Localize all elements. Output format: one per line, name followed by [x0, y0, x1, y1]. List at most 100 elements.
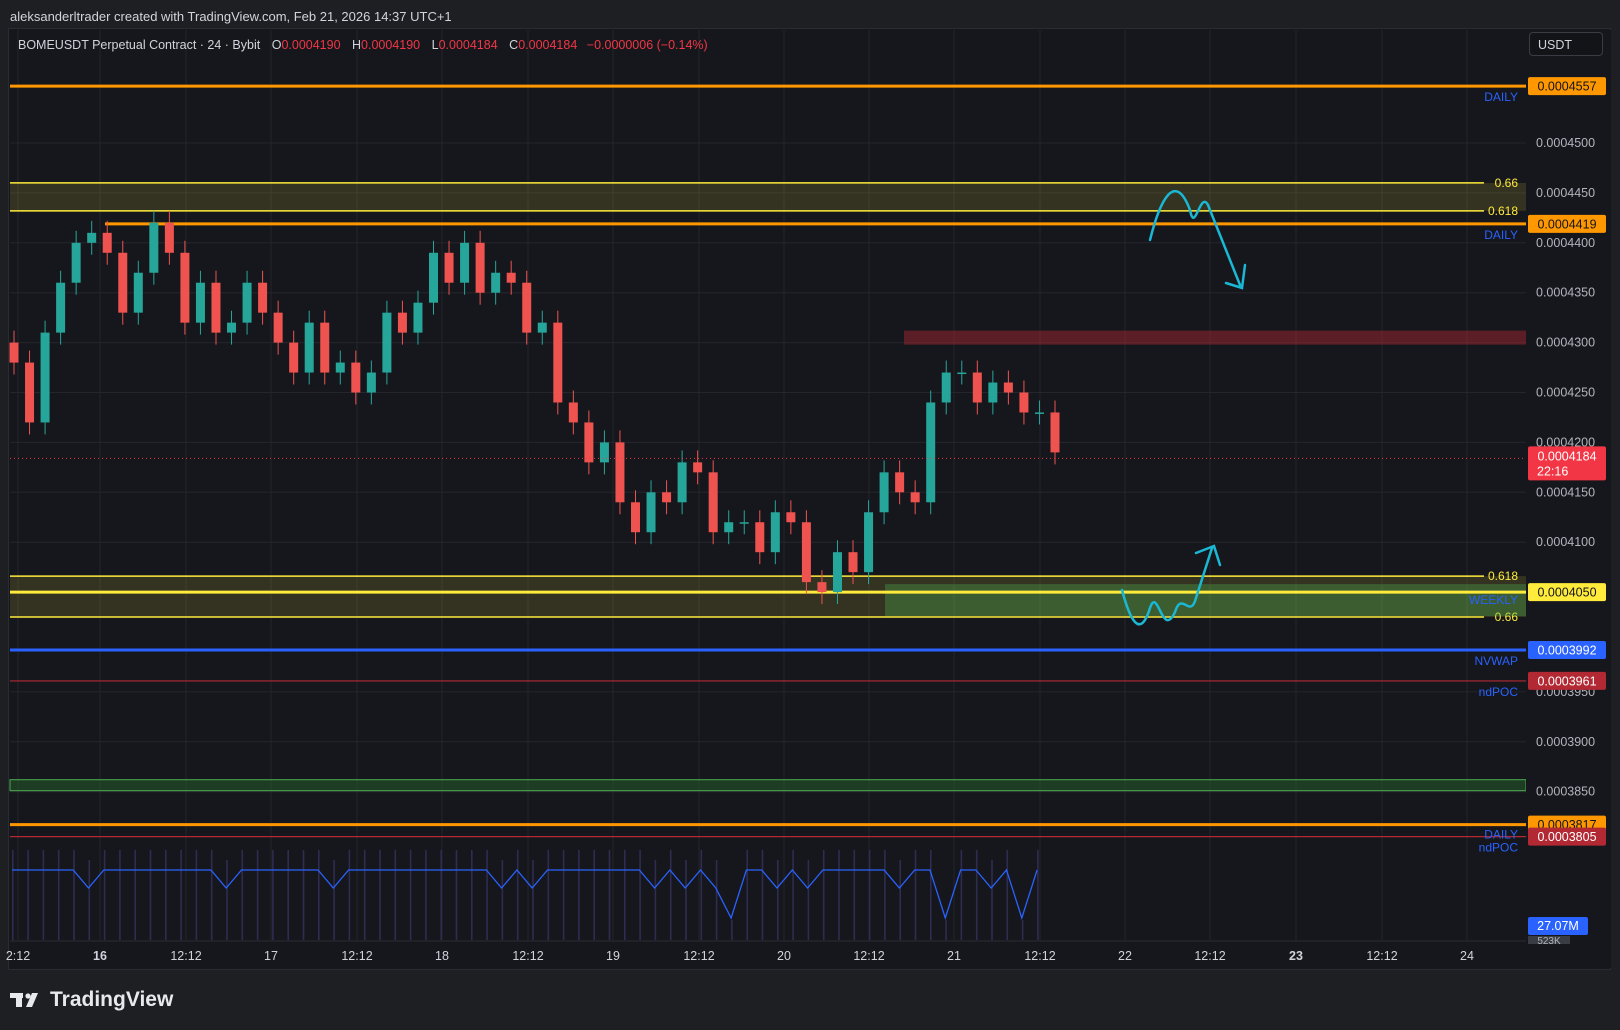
- volume-bar: [1037, 850, 1039, 940]
- volume-bar: [516, 850, 519, 940]
- volume-bar: [425, 850, 427, 940]
- volume-bar: [532, 860, 534, 940]
- currency-button[interactable]: USDT: [1529, 32, 1603, 56]
- price-tag-label: 0.0004557: [1537, 80, 1596, 94]
- volume-bar: [272, 850, 274, 940]
- candle-body: [195, 282, 205, 323]
- volume-bar: [134, 850, 136, 940]
- volume-bar: [226, 860, 228, 940]
- candle-body: [1003, 382, 1013, 393]
- symbol-title[interactable]: BOMEUSDT Perpetual Contract · 24 · Bybit: [18, 38, 261, 52]
- candle-body: [133, 272, 143, 313]
- candle-body: [211, 282, 221, 333]
- candle-body: [879, 472, 889, 513]
- volume-ma-tag-label: 523K: [1537, 936, 1561, 947]
- last-price-tag-bg: [1528, 446, 1606, 481]
- candle-body: [491, 272, 501, 293]
- candle-body: [910, 492, 920, 503]
- level-tag-label: DAILY: [1484, 90, 1518, 104]
- time-tick-label: 12:12: [683, 949, 714, 963]
- demand-box: [885, 584, 1526, 617]
- candle-body: [397, 312, 407, 333]
- volume-bar: [119, 850, 121, 940]
- candle-body: [25, 362, 35, 423]
- candle-body: [460, 242, 470, 283]
- price-tick-label: 0.0004350: [1536, 286, 1595, 300]
- candle-body: [817, 582, 827, 593]
- price-tag-bg: [1528, 827, 1606, 846]
- volume-bar: [807, 860, 810, 940]
- change-value: −0.0000006 (−0.14%): [586, 38, 708, 52]
- price-tag-label: 0.0004419: [1537, 217, 1596, 231]
- volume-bar: [256, 850, 259, 940]
- price-tick-label: 0.0004400: [1536, 236, 1595, 250]
- candle-body: [693, 462, 703, 473]
- volume-bar: [333, 860, 335, 940]
- price-tick-label: 0.0004450: [1536, 186, 1595, 200]
- volume-bar: [318, 850, 320, 940]
- volume-bar: [149, 850, 152, 940]
- candle-body: [584, 422, 594, 463]
- fib-level-label: 0.618: [1488, 204, 1518, 218]
- level-tag-label: ndPOC: [1479, 841, 1519, 855]
- high-label: H: [352, 38, 362, 52]
- candle-body: [87, 232, 97, 243]
- candle-body: [40, 332, 50, 423]
- volume-bar: [669, 850, 672, 940]
- candle-body: [926, 402, 936, 503]
- time-tick-label: 24: [1460, 949, 1474, 963]
- time-tick-label: 12:12: [853, 949, 884, 963]
- volume-bar: [471, 850, 473, 940]
- time-tick-label: 23: [1289, 949, 1303, 963]
- candle-body: [366, 372, 376, 393]
- support-path-arrow: [1120, 544, 1222, 626]
- level-tag-label: DAILY: [1484, 228, 1518, 242]
- volume-bar: [960, 850, 963, 940]
- candle-body: [864, 512, 874, 573]
- candle-body: [895, 472, 905, 493]
- brand-text: TradingView: [50, 988, 174, 1011]
- volume-bar: [731, 920, 733, 940]
- volume-bar: [165, 850, 167, 940]
- volume-bar: [440, 850, 442, 940]
- volume-bar: [991, 860, 993, 940]
- price-axis[interactable]: [1526, 30, 1611, 968]
- volume-bar: [88, 860, 91, 940]
- volume-bar: [379, 850, 381, 940]
- candle-body: [739, 522, 749, 524]
- candle-body: [553, 322, 563, 403]
- volume-bar: [868, 850, 871, 940]
- candle-body: [708, 472, 718, 533]
- candle-body: [258, 282, 268, 313]
- price-tag-label: 0.0004050: [1537, 586, 1596, 600]
- volume-bar: [27, 850, 29, 940]
- time-tick-label: 22: [1118, 949, 1132, 963]
- candle-body: [56, 282, 66, 333]
- candle-body: [770, 512, 780, 553]
- candle-body: [988, 382, 998, 403]
- volume-bar: [195, 850, 198, 940]
- volume-bar: [210, 850, 213, 940]
- candle-body: [646, 492, 656, 533]
- volume-bar: [700, 850, 703, 940]
- volume-bar: [455, 850, 458, 940]
- time-tick-label: 12:12: [1194, 949, 1225, 963]
- volume-bar: [624, 850, 626, 940]
- candle-body: [273, 312, 283, 343]
- time-tick-label: 19: [606, 949, 620, 963]
- candle-body: [801, 522, 811, 583]
- candle-body: [957, 372, 967, 375]
- candle-body: [972, 372, 982, 403]
- candle-body: [1019, 392, 1029, 413]
- time-tick-label: 20: [777, 949, 791, 963]
- price-tick-label: 0.0004150: [1536, 485, 1595, 499]
- volume-bar: [685, 860, 687, 940]
- volume-bar: [715, 860, 718, 940]
- level-tag-label: ndPOC: [1479, 685, 1519, 699]
- volume-bar: [853, 850, 856, 940]
- candle-body: [475, 242, 485, 293]
- price-tick-label: 0.0004250: [1536, 386, 1595, 400]
- candle-body: [180, 252, 190, 323]
- low-label: L: [431, 38, 439, 52]
